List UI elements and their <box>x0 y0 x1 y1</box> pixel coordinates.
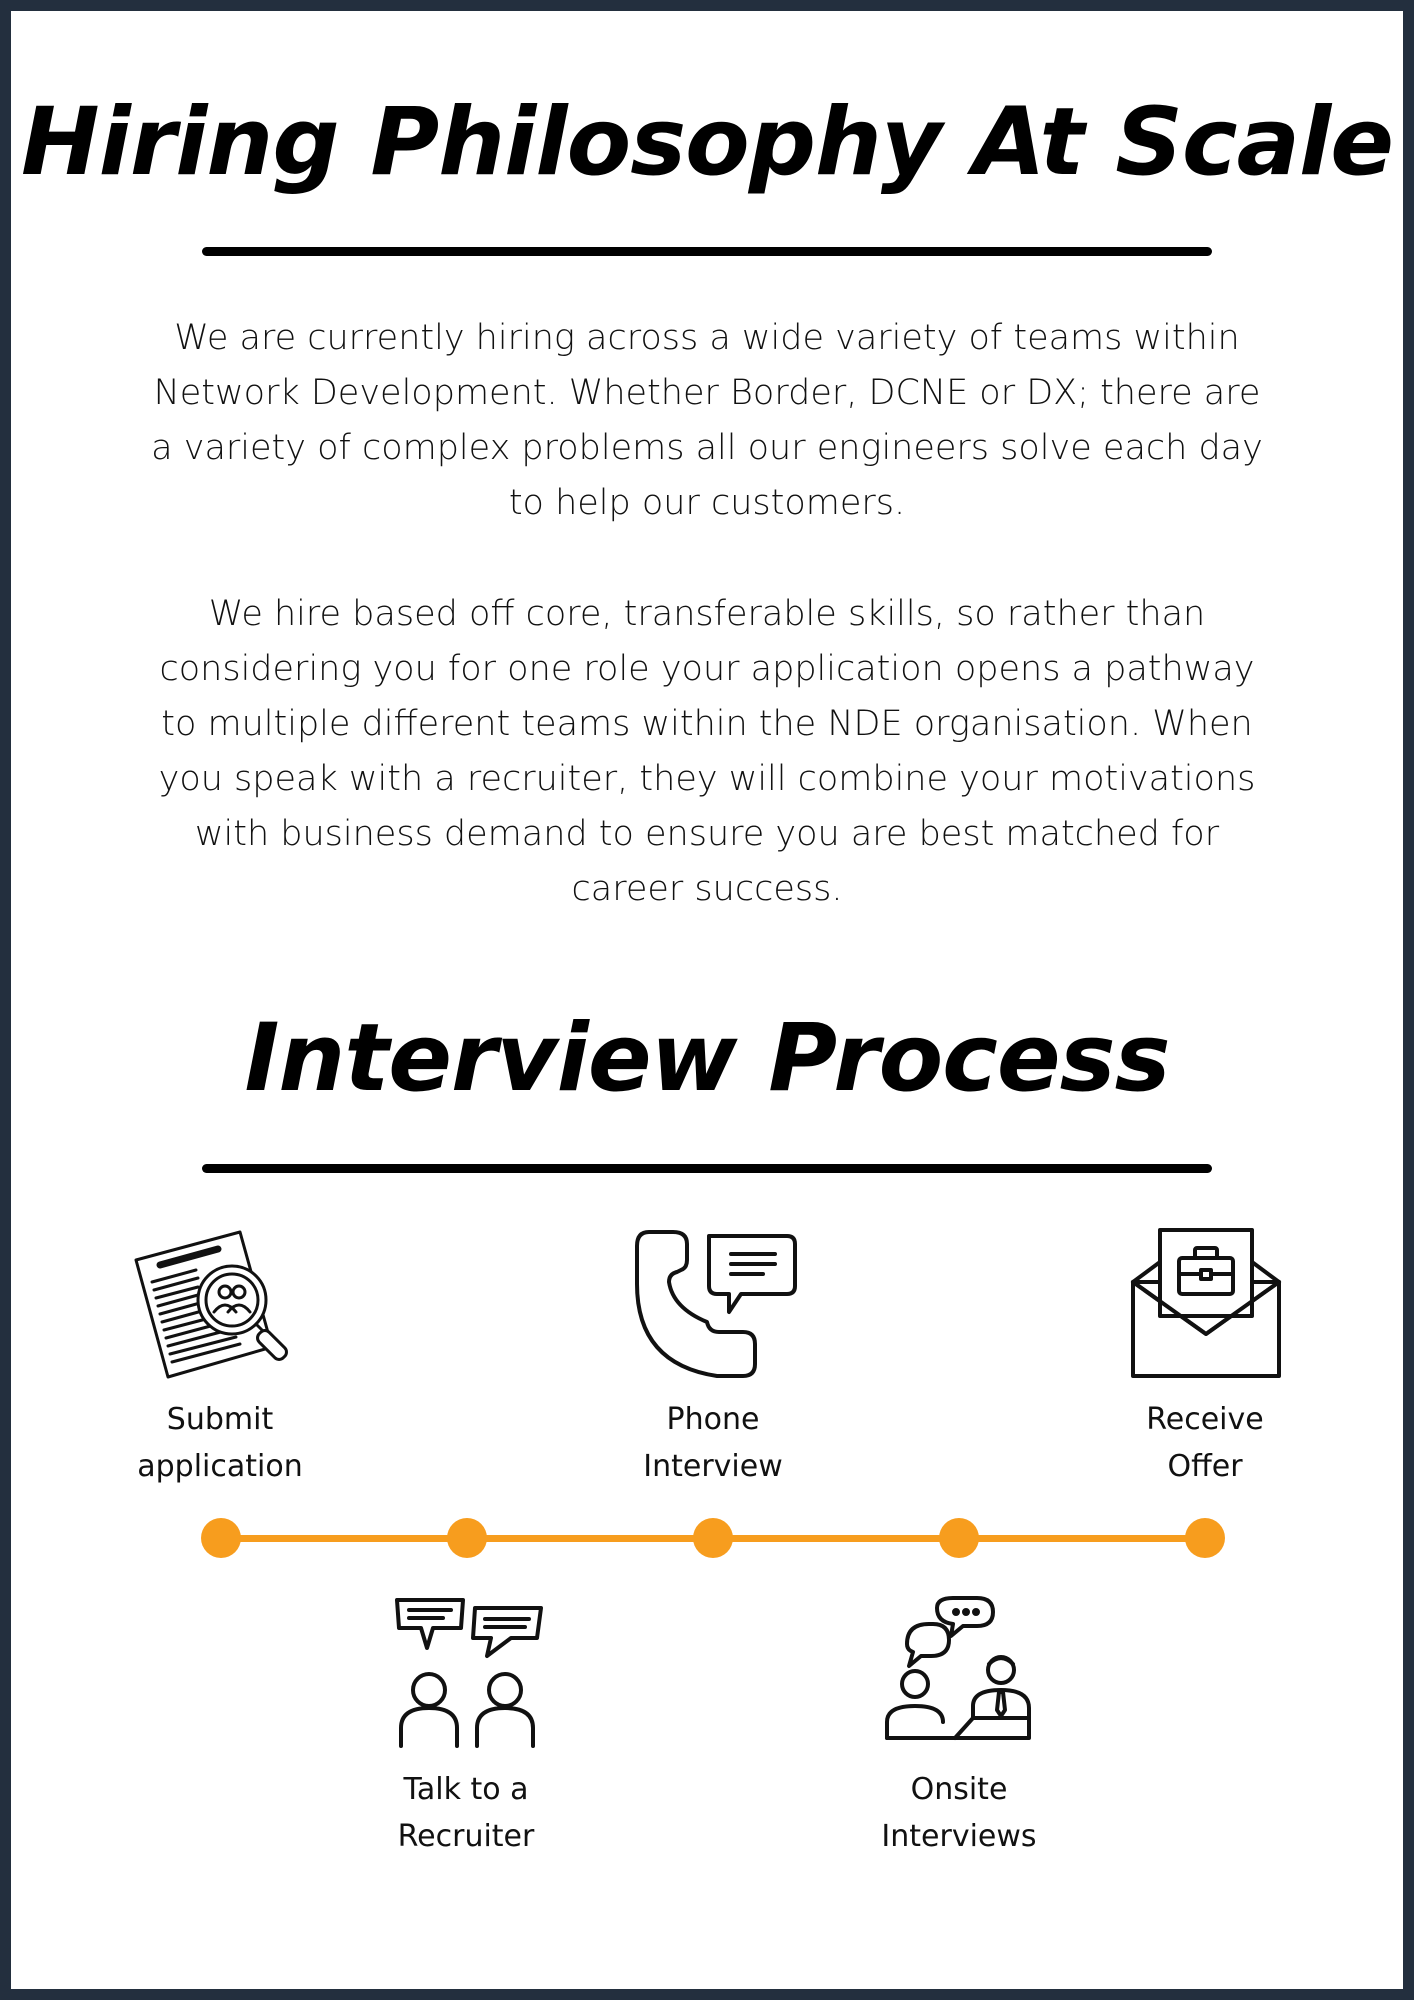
intro-paragraph-1: We are currently hiring across a wide va… <box>151 318 1263 523</box>
timeline-dot-onsite-interviews <box>939 1518 979 1558</box>
timeline-dot-phone-interview <box>693 1518 733 1558</box>
step-label-line: Interviews <box>881 1819 1037 1854</box>
step-label-submit-application: Submit application <box>110 1396 330 1490</box>
step-label-line: application <box>137 1449 303 1484</box>
title-divider <box>202 247 1212 256</box>
meeting-icon <box>859 1590 1059 1760</box>
step-label-line: Onsite <box>910 1772 1008 1807</box>
section-divider <box>202 1164 1212 1173</box>
offer-envelope-icon <box>1105 1224 1305 1394</box>
conversation-icon <box>367 1590 567 1760</box>
step-label-line: Receive <box>1146 1402 1264 1437</box>
document-search-icon <box>122 1222 322 1392</box>
page-title: Hiring Philosophy At Scale <box>20 88 1394 197</box>
phone-chat-icon <box>613 1224 813 1394</box>
section-title: Interview Process <box>244 1004 1170 1113</box>
step-label-line: Phone <box>666 1402 760 1437</box>
step-label-line: Recruiter <box>397 1819 535 1854</box>
timeline-dot-submit-application <box>201 1518 241 1558</box>
timeline-dot-talk-to-recruiter <box>447 1518 487 1558</box>
step-label-receive-offer: Receive Offer <box>1095 1396 1315 1490</box>
step-label-line: Submit <box>166 1402 274 1437</box>
timeline-dot-receive-offer <box>1185 1518 1225 1558</box>
step-label-phone-interview: Phone Interview <box>603 1396 823 1490</box>
step-label-talk-to-recruiter: Talk to a Recruiter <box>356 1766 576 1860</box>
step-label-line: Interview <box>643 1449 783 1484</box>
page <box>11 11 1403 1989</box>
process-timeline <box>0 1516 1414 1560</box>
intro-paragraph-2: We hire based off core, transferable ski… <box>158 594 1256 909</box>
step-label-onsite-interviews: Onsite Interviews <box>849 1766 1069 1860</box>
step-label-line: Offer <box>1167 1449 1243 1484</box>
step-label-line: Talk to a <box>403 1772 529 1807</box>
